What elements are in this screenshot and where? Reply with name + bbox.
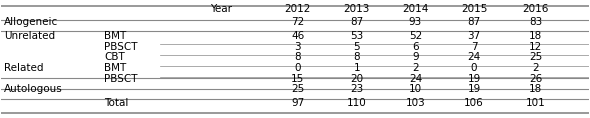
Text: 8: 8: [353, 52, 360, 62]
Text: 2013: 2013: [343, 4, 370, 14]
Text: 10: 10: [409, 84, 422, 94]
Text: 0: 0: [294, 63, 301, 73]
Text: 1: 1: [353, 63, 360, 73]
Text: 24: 24: [409, 74, 422, 84]
Text: 7: 7: [471, 42, 477, 52]
Text: 83: 83: [529, 17, 542, 27]
Text: 93: 93: [409, 17, 422, 27]
Text: 2014: 2014: [402, 4, 428, 14]
Text: 37: 37: [467, 31, 481, 41]
Text: 52: 52: [409, 31, 422, 41]
Text: Autologous: Autologous: [4, 84, 63, 94]
Text: BMT: BMT: [104, 31, 126, 41]
Text: 5: 5: [353, 42, 360, 52]
Text: 110: 110: [347, 98, 366, 108]
Text: 26: 26: [529, 74, 542, 84]
Text: 0: 0: [471, 63, 477, 73]
Text: 2016: 2016: [523, 4, 549, 14]
Text: 87: 87: [467, 17, 481, 27]
Text: 20: 20: [350, 74, 363, 84]
Text: Year: Year: [210, 4, 232, 14]
Text: 6: 6: [412, 42, 419, 52]
Text: 19: 19: [467, 84, 481, 94]
Text: 72: 72: [291, 17, 304, 27]
Text: 101: 101: [526, 98, 546, 108]
Text: PBSCT: PBSCT: [104, 74, 137, 84]
Text: BMT: BMT: [104, 63, 126, 73]
Text: 97: 97: [291, 98, 304, 108]
Text: 25: 25: [529, 52, 542, 62]
Text: 53: 53: [350, 31, 363, 41]
Text: Unrelated: Unrelated: [4, 31, 55, 41]
Text: 2012: 2012: [285, 4, 311, 14]
Text: 19: 19: [467, 74, 481, 84]
Text: 106: 106: [464, 98, 484, 108]
Text: 25: 25: [291, 84, 304, 94]
Text: 12: 12: [529, 42, 542, 52]
Text: Allogeneic: Allogeneic: [4, 17, 58, 27]
Text: 2: 2: [532, 63, 539, 73]
Text: 23: 23: [350, 84, 363, 94]
Text: 8: 8: [294, 52, 301, 62]
Text: 46: 46: [291, 31, 304, 41]
Text: 2: 2: [412, 63, 419, 73]
Text: 24: 24: [467, 52, 481, 62]
Text: 87: 87: [350, 17, 363, 27]
Text: 18: 18: [529, 31, 542, 41]
Text: 2015: 2015: [461, 4, 487, 14]
Text: 3: 3: [294, 42, 301, 52]
Text: 15: 15: [291, 74, 304, 84]
Text: PBSCT: PBSCT: [104, 42, 137, 52]
Text: 18: 18: [529, 84, 542, 94]
Text: CBT: CBT: [104, 52, 125, 62]
Text: Related: Related: [4, 63, 44, 73]
Text: 103: 103: [405, 98, 425, 108]
Text: Total: Total: [104, 98, 129, 108]
Text: 9: 9: [412, 52, 419, 62]
